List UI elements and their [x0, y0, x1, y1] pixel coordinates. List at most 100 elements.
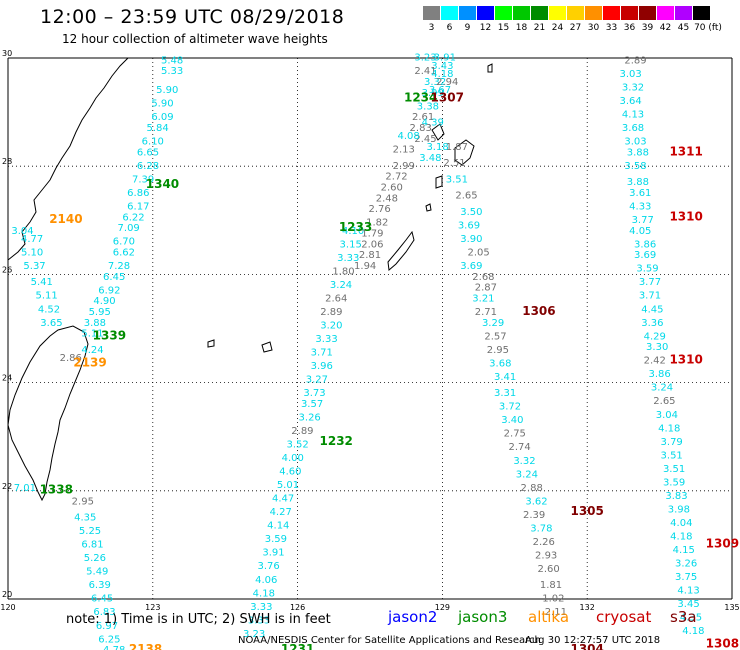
lat-tick-label: 22 — [2, 482, 12, 491]
swh-reading: 3.51 — [663, 464, 685, 475]
swh-reading: 5.33 — [161, 66, 183, 77]
swh-reading: 3.91 — [262, 548, 284, 559]
swh-reading: 6.25 — [98, 634, 120, 645]
swh-reading: 3.90 — [460, 234, 482, 245]
swh-reading: 3.72 — [499, 402, 521, 413]
swh-reading: 6.22 — [122, 212, 144, 223]
swh-reading: 7.01 — [14, 483, 36, 494]
lon-tick-label: 120 — [0, 603, 15, 612]
swh-reading: 4.13 — [622, 110, 644, 121]
swh-reading: 3.79 — [661, 437, 683, 448]
pass-time-label: 1234 — [404, 90, 437, 104]
swh-reading: 3.88 — [84, 318, 106, 329]
scale-label: 36 — [623, 23, 636, 33]
swh-reading: 1.82 — [366, 218, 388, 229]
small-island-d — [425, 203, 432, 212]
swh-reading: 3.62 — [525, 496, 547, 507]
swh-reading: 4.27 — [270, 507, 292, 518]
swh-reading: 3.40 — [501, 415, 523, 426]
swh-reading: 2.72 — [385, 172, 407, 183]
swh-reading: 3.27 — [306, 375, 328, 386]
swh-reading: 3.33 — [337, 253, 359, 264]
scale-swatch — [477, 6, 494, 20]
swh-reading: 3.32 — [513, 456, 535, 467]
swh-reading: 3.78 — [530, 523, 552, 534]
swh-reading: 3.65 — [40, 318, 62, 329]
swh-reading: 1.79 — [361, 229, 383, 240]
swh-reading: 2.65 — [455, 191, 477, 202]
scale-label: 45 — [677, 23, 690, 33]
lon-tick-label: 126 — [290, 603, 305, 612]
swh-reading: 2.76 — [369, 204, 391, 215]
swh-reading: 3.23 — [414, 53, 436, 64]
swh-reading: 4.06 — [255, 575, 277, 586]
pass-time-label: 1310 — [669, 353, 702, 367]
pass-time-label: 1338 — [40, 483, 73, 497]
swh-reading: 3.21 — [472, 293, 494, 304]
swh-reading: 6.10 — [142, 137, 164, 148]
scale-label: 18 — [515, 23, 528, 33]
swh-reading: 2.65 — [653, 396, 675, 407]
swh-reading: 6.62 — [113, 247, 135, 258]
swh-reading: 5.90 — [151, 99, 173, 110]
swh-reading: 3.59 — [636, 264, 658, 275]
swh-reading: 5.10 — [21, 247, 43, 258]
swh-reading: 3.51 — [446, 174, 468, 185]
swh-reading: 3.58 — [624, 161, 646, 172]
swh-reading: 3.29 — [482, 318, 504, 329]
swh-reading: 5.26 — [84, 553, 106, 564]
pass-time-label: 1231 — [281, 642, 314, 650]
small-island-b — [207, 339, 215, 348]
legend-altika: altika — [528, 608, 570, 626]
swh-reading: 2.89 — [291, 426, 313, 437]
legend-jason3: jason3 — [458, 608, 508, 626]
swh-reading: 3.04 — [656, 410, 678, 421]
scale-swatch — [441, 6, 458, 20]
swh-reading: 4.24 — [81, 345, 103, 356]
scale-label: 39 — [641, 23, 654, 33]
swh-reading: 3.73 — [303, 388, 325, 399]
swh-reading: 4.78 — [103, 645, 125, 650]
pass-time-label: 1306 — [522, 304, 555, 318]
scale-swatch — [657, 6, 674, 20]
swh-reading: 1.81 — [540, 580, 562, 591]
swh-reading: 2.75 — [504, 429, 526, 440]
pass-time-label: 1308 — [706, 637, 739, 650]
swh-reading: 2.99 — [393, 161, 415, 172]
swh-reading: 3.83 — [665, 491, 687, 502]
scale-swatch — [693, 6, 710, 20]
swh-reading: 2.95 — [487, 345, 509, 356]
lat-lon-grid — [7, 57, 733, 600]
swh-reading: 2.13 — [393, 145, 415, 156]
swh-reading: 5.95 — [89, 307, 111, 318]
swh-reading: 3.57 — [301, 399, 323, 410]
swh-reading: 3.88 — [627, 177, 649, 188]
scale-label: 3 — [428, 23, 435, 33]
swh-reading: 4.45 — [641, 304, 663, 315]
swh-reading: 4.47 — [272, 494, 294, 505]
scale-label: 70 (ft) — [694, 23, 722, 33]
swh-reading: 3.67 — [429, 85, 451, 96]
swh-reading: 3.99 — [422, 88, 444, 99]
swh-reading: 6.65 — [137, 147, 159, 158]
swh-reading: 3.64 — [620, 96, 642, 107]
swh-reading: 3.20 — [320, 321, 342, 332]
swh-reading: 4.05 — [629, 226, 651, 237]
swh-reading: 7.09 — [118, 223, 140, 234]
swh-reading: 5.37 — [23, 261, 45, 272]
scale-swatch — [513, 6, 530, 20]
swh-reading: 4.18 — [682, 626, 704, 637]
swh-reading: 3.59 — [265, 534, 287, 545]
pass-time-label: 2138 — [129, 642, 162, 650]
swh-reading: 3.26 — [675, 559, 697, 570]
scale-swatch — [621, 6, 638, 20]
swh-reading: 6.17 — [127, 201, 149, 212]
lat-tick-label: 24 — [2, 374, 12, 383]
swh-reading: 2.51 — [443, 158, 465, 169]
swh-reading: 5.49 — [86, 567, 108, 578]
pass-time-label: 1311 — [669, 144, 702, 158]
pass-time-label: 1233 — [339, 220, 372, 234]
small-island-c — [261, 341, 273, 353]
scale-swatch — [423, 6, 440, 20]
swh-reading: 3.32 — [424, 77, 446, 88]
